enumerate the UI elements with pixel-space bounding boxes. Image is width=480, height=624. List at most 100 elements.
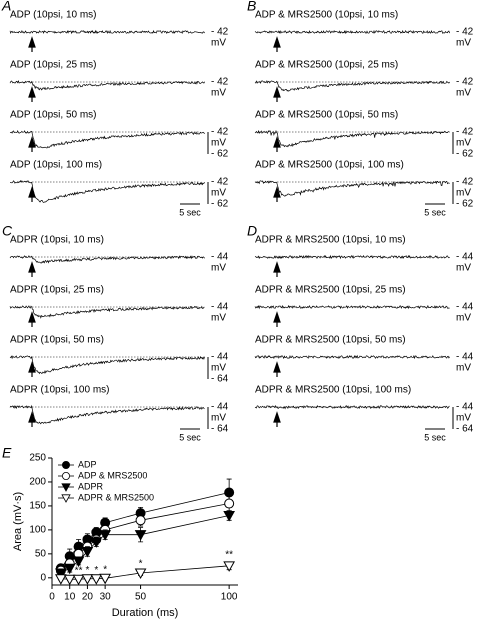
significance: * bbox=[85, 565, 89, 576]
scale-label: mV bbox=[211, 138, 226, 149]
scale-label: mV bbox=[211, 188, 226, 199]
significance: ** bbox=[75, 565, 83, 576]
arrow bbox=[273, 186, 281, 202]
x-tick-label: 100 bbox=[221, 592, 238, 603]
trace-title: ADP & MRS2500 (10psi, 100 ms) bbox=[255, 160, 404, 171]
scale-label: - 64 bbox=[211, 424, 229, 435]
trace-title: ADP (10psi, 50 ms) bbox=[10, 110, 97, 121]
scale-label: mV bbox=[211, 38, 226, 49]
arrow bbox=[28, 311, 36, 327]
arrow bbox=[28, 186, 36, 202]
scale-label: - 42 bbox=[456, 127, 474, 138]
panel-label: A bbox=[1, 0, 11, 14]
scale-label: - 42 bbox=[456, 177, 474, 188]
arrow bbox=[28, 361, 36, 377]
scale-label: - 42 bbox=[211, 127, 229, 138]
data-point bbox=[224, 498, 235, 509]
legend-label: ADP & MRS2500 bbox=[78, 470, 147, 480]
data-point bbox=[99, 573, 111, 585]
scale-label: - 42 bbox=[211, 177, 229, 188]
scale-label: mV bbox=[211, 313, 226, 324]
trace-title: ADPR & MRS2500 (10psi, 100 ms) bbox=[255, 385, 411, 396]
arrow bbox=[28, 136, 36, 152]
y-tick-label: 200 bbox=[29, 477, 46, 488]
trace-title: ADPR (10psi, 50 ms) bbox=[10, 335, 104, 346]
data-point bbox=[55, 568, 67, 580]
scale-label: mV bbox=[456, 413, 471, 424]
scale-label: - 44 bbox=[456, 352, 474, 363]
scale-label: - 62 bbox=[211, 149, 229, 160]
trace bbox=[254, 180, 450, 197]
trace bbox=[254, 304, 450, 310]
arrow bbox=[273, 361, 281, 377]
data-point bbox=[223, 561, 235, 572]
scale-label: mV bbox=[211, 88, 226, 99]
data-point bbox=[81, 546, 94, 558]
arrow bbox=[28, 86, 36, 102]
panel-label: B bbox=[247, 0, 256, 14]
data-point bbox=[99, 530, 111, 541]
x-tick-label: 50 bbox=[135, 592, 147, 603]
scale-label: - 62 bbox=[456, 199, 474, 210]
data-point bbox=[72, 574, 85, 586]
trace bbox=[9, 305, 205, 319]
trace-title: ADP & MRS2500 (10psi, 50 ms) bbox=[255, 110, 398, 121]
trace bbox=[254, 354, 450, 360]
significance: * bbox=[139, 558, 143, 569]
scale-label: - 44 bbox=[456, 402, 474, 413]
scale-label: - 62 bbox=[456, 149, 474, 160]
data-point bbox=[81, 574, 94, 585]
data-point bbox=[90, 537, 103, 548]
trace bbox=[9, 180, 205, 203]
trace bbox=[9, 355, 205, 375]
trace bbox=[9, 404, 205, 425]
trace bbox=[9, 80, 205, 91]
trace bbox=[9, 29, 205, 35]
scale-label: mV bbox=[456, 88, 471, 99]
scale-label: - 64 bbox=[211, 374, 229, 385]
trace bbox=[9, 255, 205, 264]
scale-label: - 44 bbox=[211, 352, 229, 363]
significance: ** bbox=[225, 550, 233, 561]
time-scale: 5 sec bbox=[424, 432, 446, 442]
scale-label: - 44 bbox=[211, 402, 229, 413]
data-point bbox=[90, 574, 103, 585]
scale-label: mV bbox=[456, 313, 471, 324]
scale-label: mV bbox=[456, 188, 471, 199]
scale-label: - 62 bbox=[211, 199, 229, 210]
data-point bbox=[63, 563, 76, 575]
x-tick-label: 20 bbox=[82, 592, 94, 603]
arrow bbox=[273, 311, 281, 327]
data-point bbox=[63, 574, 76, 586]
data-point bbox=[223, 511, 235, 522]
scale-label: - 44 bbox=[456, 252, 474, 263]
panel-label: E bbox=[2, 445, 12, 461]
arrow bbox=[273, 261, 281, 277]
x-axis-label: Duration (ms) bbox=[112, 607, 179, 619]
trace-title: ADP & MRS2500 (10psi, 10 ms) bbox=[255, 10, 398, 21]
trace bbox=[9, 130, 205, 149]
trace bbox=[254, 129, 450, 148]
trace-title: ADP (10psi, 10 ms) bbox=[10, 10, 97, 21]
y-tick-label: 100 bbox=[29, 525, 46, 536]
y-axis-label: Area (mV·s) bbox=[12, 492, 24, 551]
legend-marker bbox=[61, 483, 71, 492]
scale-label: mV bbox=[211, 263, 226, 274]
arrow bbox=[28, 411, 36, 427]
trace-title: ADP (10psi, 100 ms) bbox=[10, 160, 102, 171]
y-tick-label: 150 bbox=[29, 501, 46, 512]
trace bbox=[254, 79, 450, 92]
time-scale: 5 sec bbox=[179, 432, 201, 442]
scale-label: mV bbox=[456, 263, 471, 274]
time-scale: 5 sec bbox=[424, 207, 446, 217]
panel-label: D bbox=[247, 223, 257, 239]
significance: * bbox=[103, 564, 107, 575]
legend-label: ADPR & MRS2500 bbox=[78, 492, 154, 502]
scale-label: mV bbox=[456, 38, 471, 49]
trace-title: ADP (10psi, 25 ms) bbox=[10, 60, 97, 71]
x-tick-label: 0 bbox=[49, 592, 55, 603]
scale-label: - 42 bbox=[456, 77, 474, 88]
scale-label: - 64 bbox=[456, 424, 474, 435]
scale-label: - 42 bbox=[211, 27, 229, 38]
scale-label: mV bbox=[456, 363, 471, 374]
